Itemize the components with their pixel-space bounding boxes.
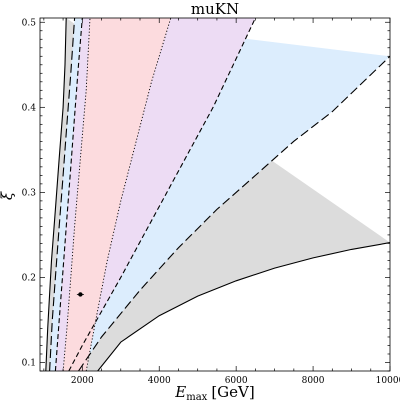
x-axis-label: Emax [GeV] [174,383,254,403]
x-tick-label: 4000 [148,376,171,386]
contour-line [85,18,172,371]
plot-frame [39,17,391,372]
x-tick-label: 8000 [302,376,325,386]
y-tick-label: 0.2 [22,273,36,283]
y-tick-label: 0.1 [22,358,36,368]
y-axis-ticks: 0.1 0.2 0.3 0.4 0.5 [22,18,390,372]
contour-lines [45,18,390,371]
chart-title: muKN [191,0,239,18]
confidence-regions [45,18,390,371]
x-tick-label: 6000 [225,376,248,386]
y-tick-label: 0.3 [22,188,37,198]
x-axis-unit: [GeV] [211,383,254,401]
contour-line [97,242,390,371]
x-tick-label: 2000 [71,376,94,386]
contour-line [49,18,76,371]
best-fit-marker-group [76,292,84,297]
contour-line [68,18,256,371]
x-axis-subscript: max [186,392,207,403]
contour-line [54,18,83,371]
y-axis-label: ξ [0,191,16,200]
x-axis-symbol: E [174,383,186,401]
y-tick-label: 0.4 [22,103,37,113]
y-tick-label: 0.5 [22,18,37,28]
region-core [63,18,171,371]
contour-line [45,18,67,371]
contour-line [78,55,390,371]
contour-line [62,18,91,371]
